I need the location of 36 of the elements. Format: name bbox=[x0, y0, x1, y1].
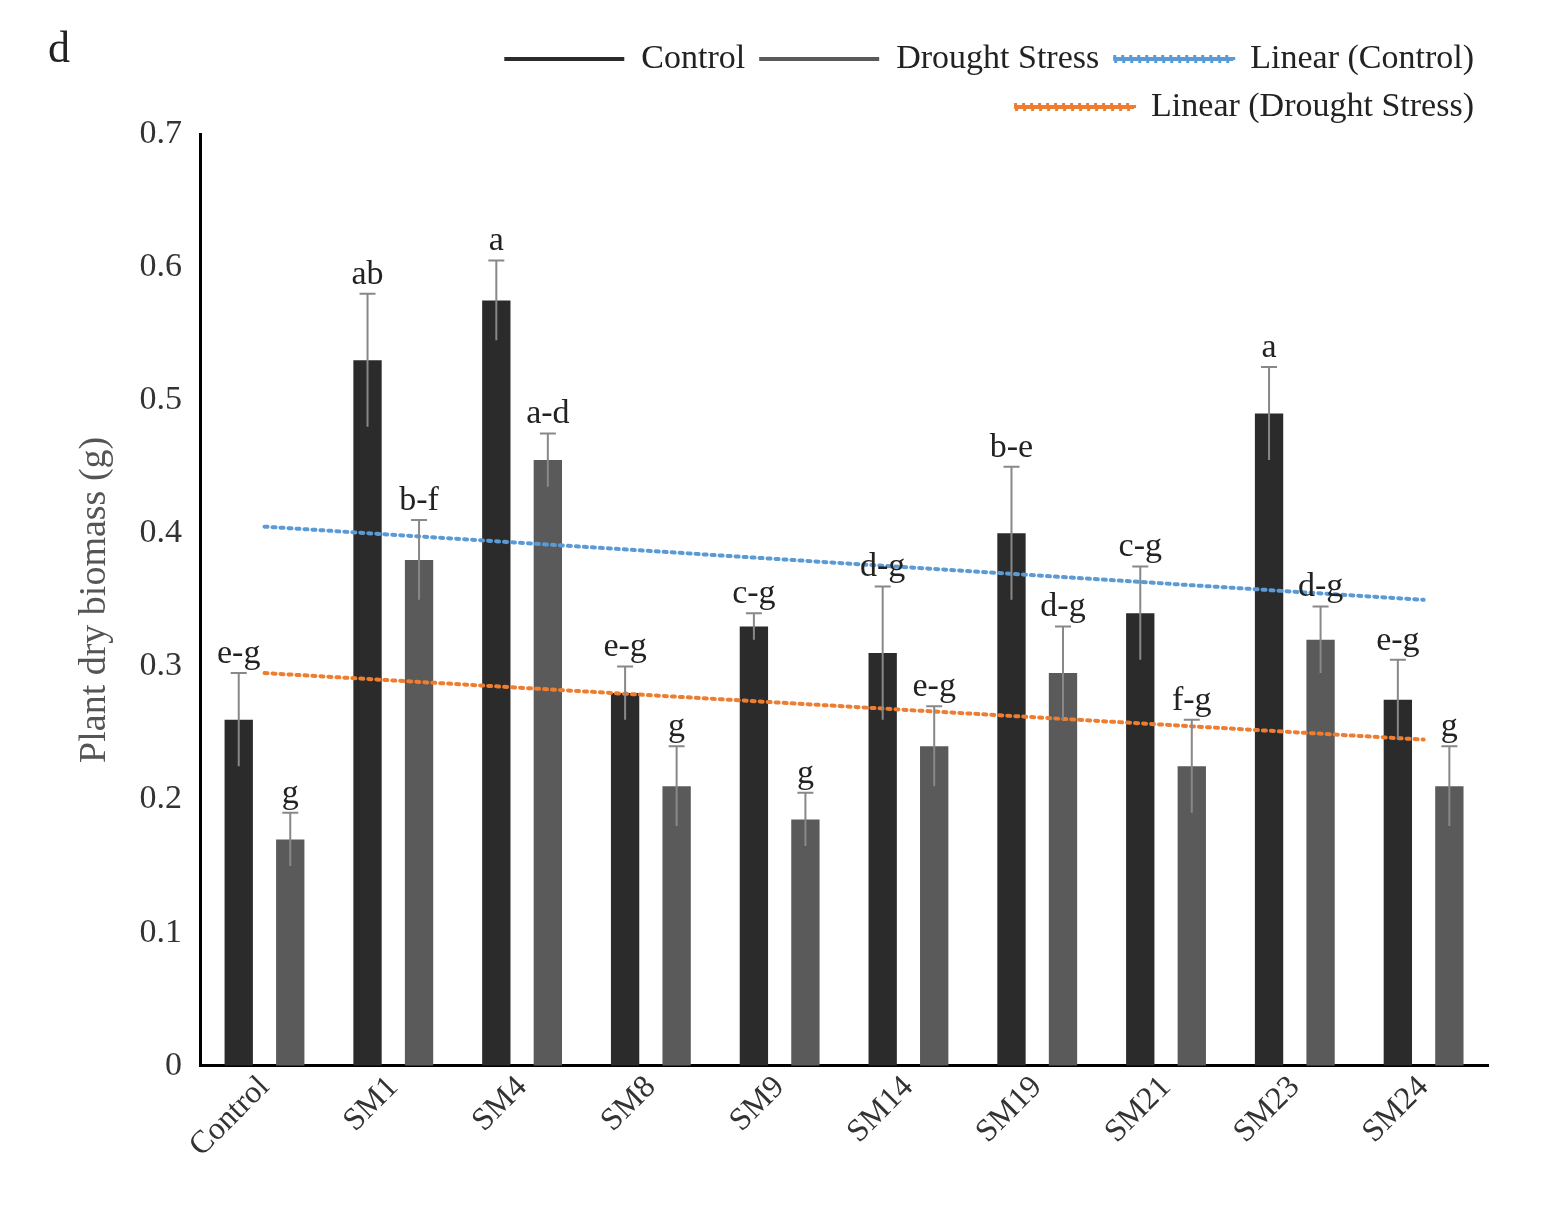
data-label: g bbox=[1440, 706, 1458, 744]
y-tick-label: 0 bbox=[165, 1044, 183, 1082]
x-tick-label: SM1 bbox=[334, 1067, 405, 1138]
data-label: b-e bbox=[989, 426, 1034, 464]
y-tick-label: 0.4 bbox=[139, 512, 183, 550]
y-tick-label: 0.7 bbox=[139, 112, 183, 150]
data-label: g bbox=[281, 772, 299, 810]
y-tick-label: 0.6 bbox=[139, 246, 183, 284]
data-label: f-g bbox=[1171, 679, 1212, 717]
y-tick-label: 0.1 bbox=[139, 911, 183, 949]
data-label: e-g bbox=[912, 666, 956, 704]
x-tick-label: SM4 bbox=[463, 1067, 533, 1138]
data-label: a-d bbox=[526, 393, 570, 431]
data-label: c-g bbox=[1118, 526, 1162, 564]
y-tick-label: 0.3 bbox=[139, 645, 183, 683]
y-tick-label: 0.5 bbox=[139, 379, 183, 417]
legend-label: Linear (Control) bbox=[1250, 37, 1475, 76]
data-label: ab bbox=[351, 253, 384, 291]
data-label: a bbox=[1261, 326, 1277, 364]
data-label: e-g bbox=[603, 626, 647, 664]
data-label: b-f bbox=[399, 479, 440, 517]
data-label: a bbox=[488, 220, 504, 258]
x-tick-label: SM8 bbox=[592, 1067, 662, 1138]
data-label: d-g bbox=[1040, 586, 1086, 624]
data-label: c-g bbox=[732, 573, 776, 611]
legend-label: Drought Stress bbox=[896, 37, 1100, 75]
text: d bbox=[48, 22, 70, 72]
legend-label: Control bbox=[641, 37, 746, 75]
y-tick-label: 0.2 bbox=[139, 778, 183, 816]
legend-label: Linear (Drought Stress) bbox=[1151, 85, 1474, 124]
data-label: e-g bbox=[1376, 619, 1420, 657]
data-label: g bbox=[796, 752, 814, 790]
data-label: g bbox=[668, 706, 686, 744]
data-label: e-g bbox=[217, 632, 261, 670]
y-axis-title: Plant dry biomass (g) bbox=[70, 436, 114, 763]
x-tick-label: SM9 bbox=[721, 1067, 791, 1138]
